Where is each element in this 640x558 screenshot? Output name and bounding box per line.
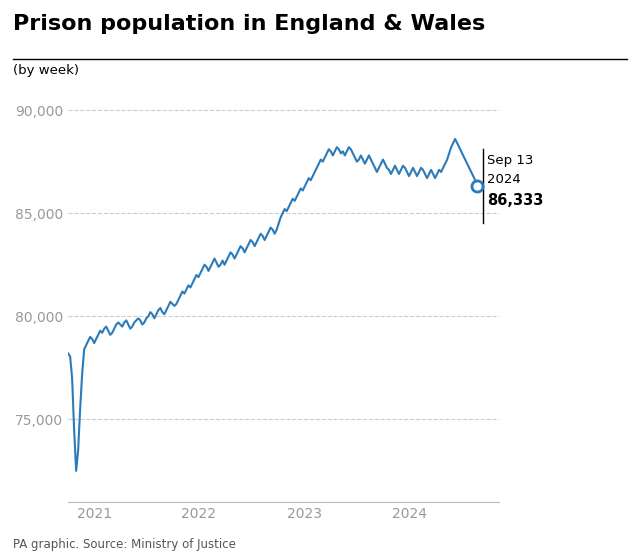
Text: 86,333: 86,333 [487, 193, 543, 208]
Text: PA graphic. Source: Ministry of Justice: PA graphic. Source: Ministry of Justice [13, 538, 236, 551]
Text: (by week): (by week) [13, 64, 79, 77]
Text: Sep 13: Sep 13 [487, 155, 534, 167]
Text: Prison population in England & Wales: Prison population in England & Wales [13, 14, 485, 34]
Text: 2024: 2024 [487, 173, 521, 186]
